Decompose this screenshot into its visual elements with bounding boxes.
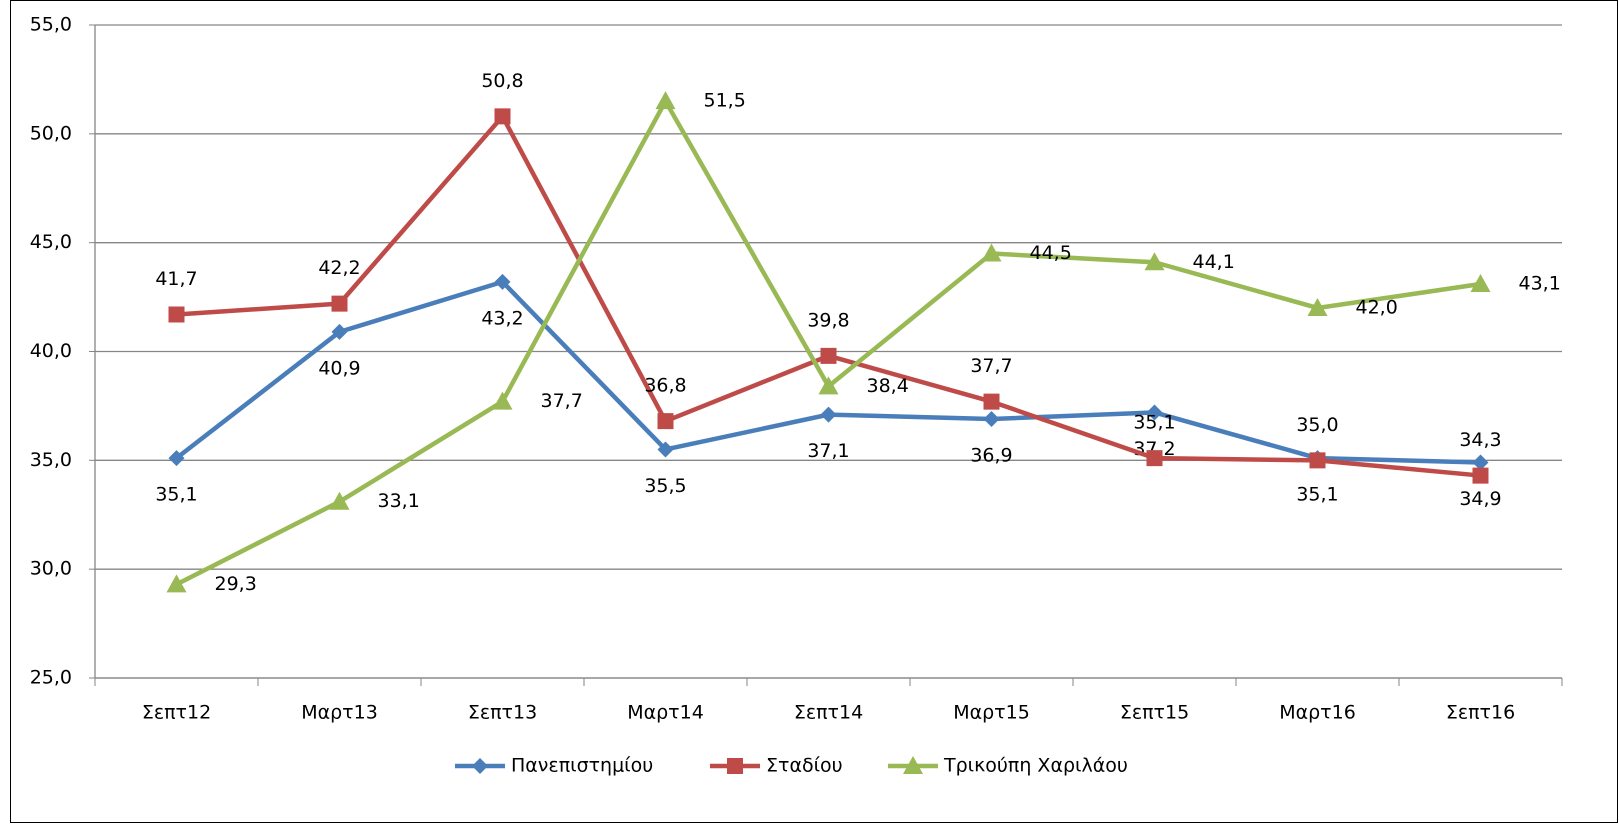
diamond-marker [472,758,488,774]
diamond-marker [168,450,185,467]
y-tick-label: 35,0 [30,449,72,471]
square-marker [1472,467,1489,484]
triangle-marker [329,491,350,510]
y-tick-label: 45,0 [30,231,72,253]
x-tick-label: Μαρτ16 [1279,702,1356,724]
diamond-marker [983,410,1000,427]
y-tick-label: 30,0 [30,558,72,580]
triangle-marker [981,243,1002,262]
diamond-marker [657,441,674,458]
data-label: 36,8 [644,375,686,397]
data-label: 34,9 [1459,488,1501,510]
data-label: 36,9 [970,444,1012,466]
data-label: 44,1 [1193,251,1235,273]
diamond-marker [1472,454,1489,471]
y-tick-label: 40,0 [30,340,72,362]
data-label: 35,5 [644,475,686,497]
x-tick-label: Σεπτ14 [794,702,863,724]
data-label: 42,0 [1356,296,1398,318]
data-label: 42,2 [318,257,360,279]
data-label: 35,1 [155,484,197,506]
data-label: 51,5 [704,90,746,112]
x-tick-label: Μαρτ15 [953,702,1030,724]
x-tick-label: Σεπτ16 [1446,702,1515,724]
x-tick-label: Σεπτ12 [142,702,211,724]
square-marker [494,108,511,125]
square-marker [1146,450,1163,467]
diamond-marker [1146,404,1163,421]
data-label: 39,8 [807,309,849,331]
data-label: 50,8 [481,70,523,92]
triangle-marker [655,91,676,110]
x-tick-label: Σεπτ13 [468,702,537,724]
square-marker [331,295,348,312]
diamond-marker [331,323,348,340]
diamond-marker [820,406,837,423]
data-label: 43,2 [481,307,523,329]
legend-label: Σταδίου [766,755,843,777]
triangle-marker [1144,252,1165,271]
triangle-marker [903,756,923,774]
triangle-marker [1307,297,1328,316]
square-marker [727,758,743,774]
data-label: 43,1 [1519,273,1561,295]
legend-label: Τρικούπη Χαριλάου [943,755,1128,777]
data-label: 35,1 [1133,412,1175,434]
y-tick-label: 25,0 [30,667,72,689]
x-tick-label: Σεπτ15 [1120,702,1189,724]
y-tick-label: 55,0 [30,14,72,36]
diamond-marker [494,273,511,290]
square-marker [168,306,185,323]
y-tick-label: 50,0 [30,122,72,144]
square-marker [983,393,1000,410]
data-label: 37,1 [807,440,849,462]
x-tick-label: Μαρτ13 [301,702,378,724]
chart-frame [10,0,1618,823]
data-label: 41,7 [155,268,197,290]
triangle-marker [818,376,839,395]
legend-label: Πανεπιστημίου [511,755,653,777]
triangle-marker [166,574,187,593]
triangle-marker [1470,274,1491,293]
data-label: 38,4 [867,375,909,397]
square-marker [657,413,674,430]
data-label: 37,7 [541,390,583,412]
data-label: 40,9 [318,357,360,379]
x-tick-label: Μαρτ14 [627,702,704,724]
data-label: 34,3 [1459,429,1501,451]
data-label: 44,5 [1030,242,1072,264]
data-label: 29,3 [215,573,257,595]
data-label: 37,7 [970,355,1012,377]
square-marker [1309,452,1326,469]
data-label: 35,1 [1296,484,1338,506]
triangle-marker [492,391,513,410]
data-label: 35,0 [1296,414,1338,436]
data-label: 33,1 [378,490,420,512]
square-marker [820,347,837,364]
